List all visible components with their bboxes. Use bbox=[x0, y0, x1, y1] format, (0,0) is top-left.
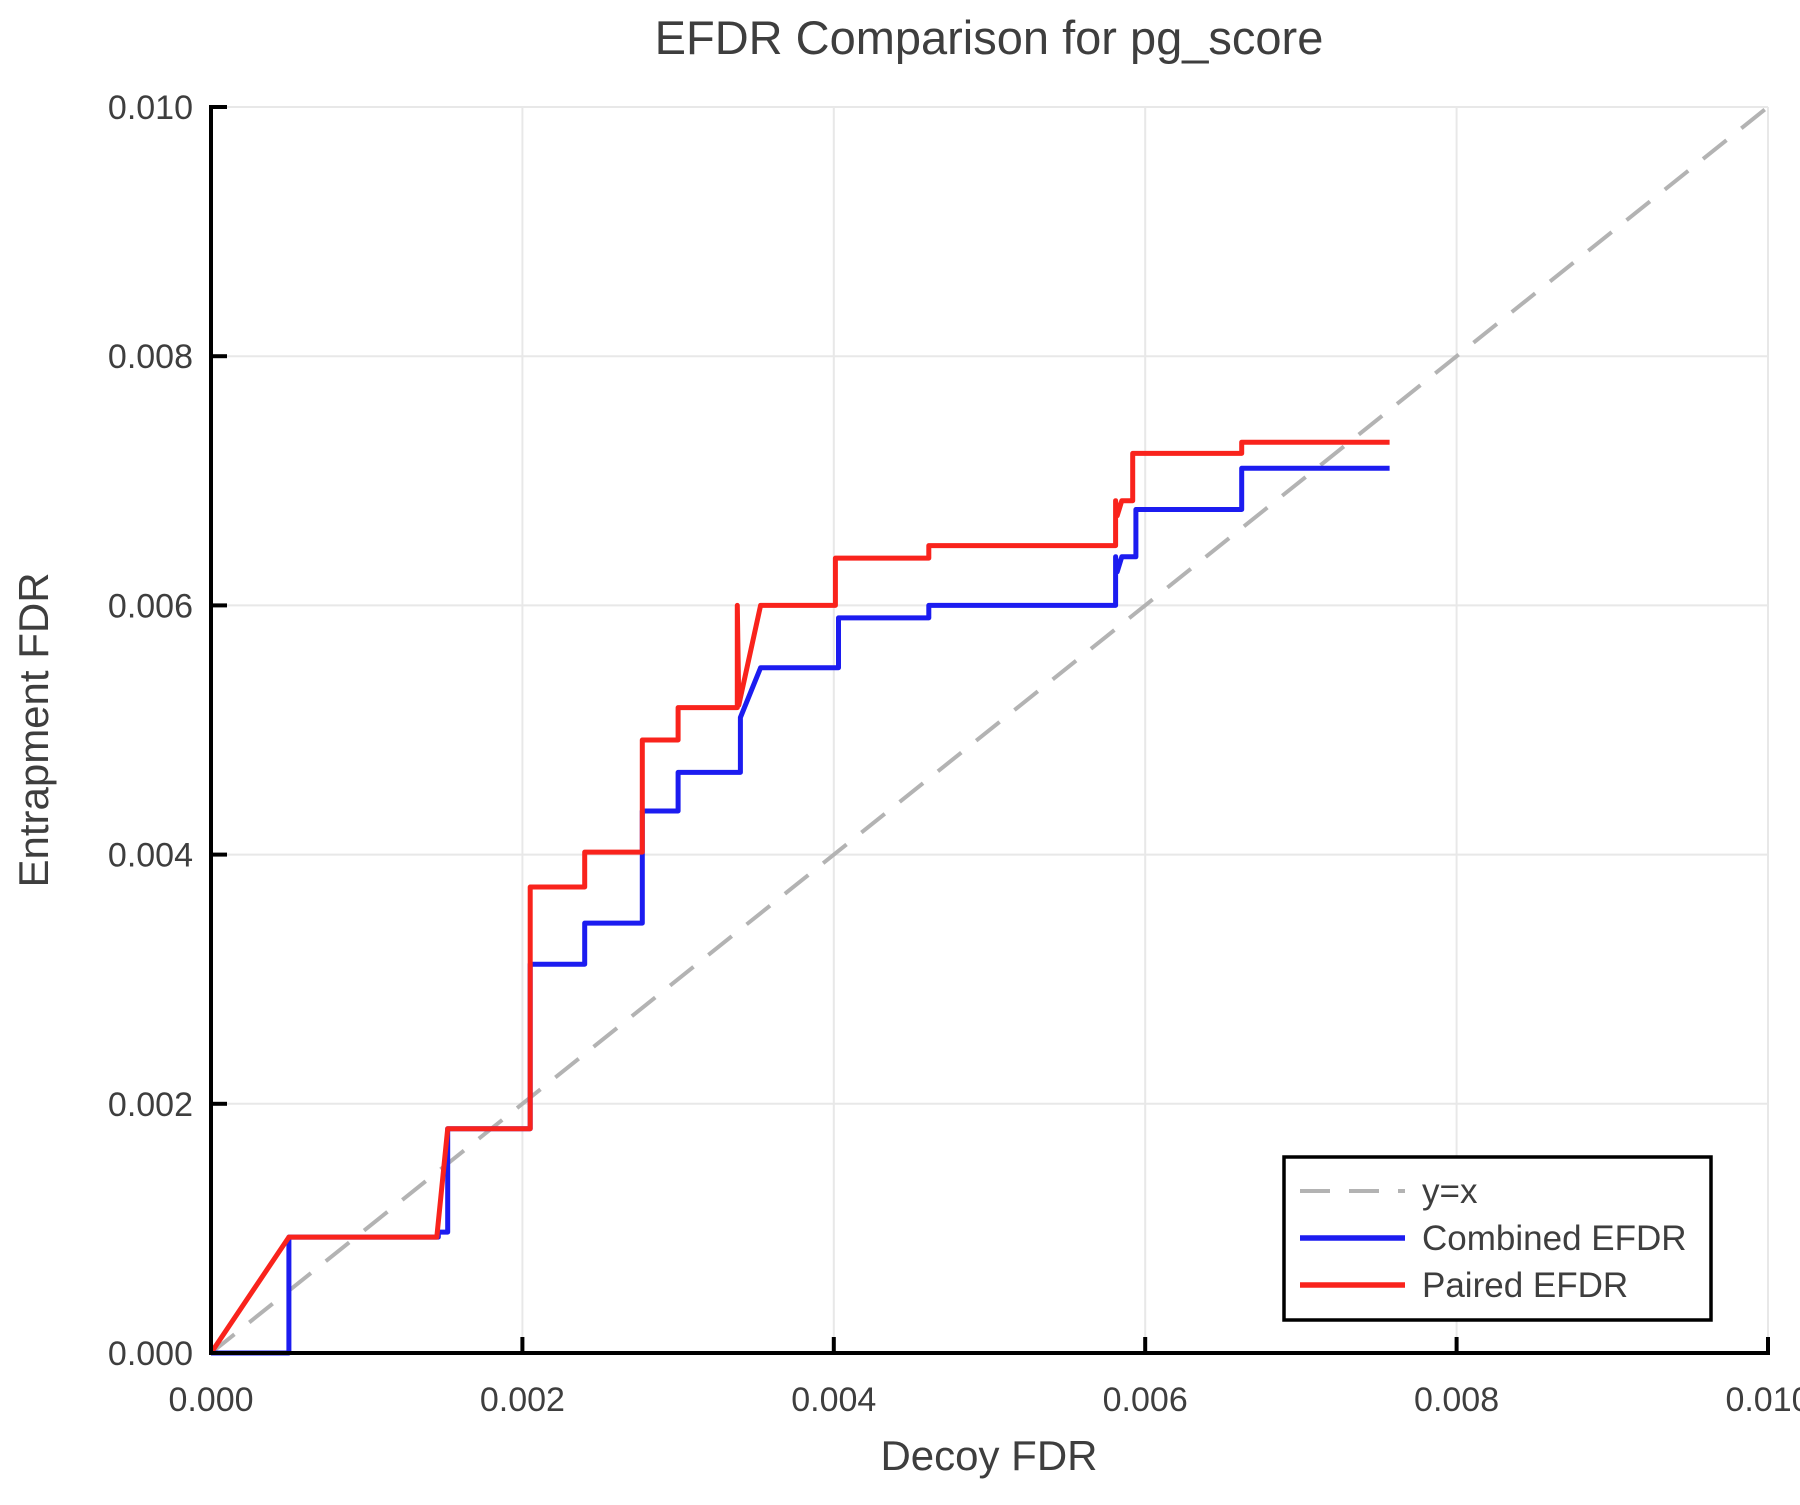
chart-title: EFDR Comparison for pg_score bbox=[655, 11, 1324, 64]
grid-layer bbox=[211, 106, 1769, 1353]
y-tick-label: 0.002 bbox=[108, 1086, 193, 1124]
y-tick-label: 0.004 bbox=[108, 837, 193, 875]
series-combined-line bbox=[211, 465, 1390, 1356]
x-tick-label: 0.000 bbox=[168, 1381, 253, 1419]
x-tick-label: 0.008 bbox=[1414, 1381, 1499, 1419]
x-tick-label: 0.002 bbox=[480, 1381, 565, 1419]
legend: y=x Combined EFDR Paired EFDR bbox=[1282, 1155, 1713, 1322]
series-identity-line bbox=[209, 105, 1770, 1355]
y-tick-label: 0.000 bbox=[108, 1335, 193, 1373]
tick-label-layer: 0.000 0.002 0.004 0.006 0.008 0.010 0.000 0.002… bbox=[108, 89, 1800, 1419]
x-axis-title: Decoy FDR bbox=[880, 1432, 1097, 1479]
x-tick-label: 0.004 bbox=[791, 1381, 876, 1419]
y-tick-label: 0.006 bbox=[108, 587, 193, 625]
x-tick-label: 0.010 bbox=[1725, 1381, 1800, 1419]
legend-label-combined: Combined EFDR bbox=[1422, 1219, 1687, 1258]
y-tick-label: 0.008 bbox=[108, 338, 193, 376]
x-tick-label: 0.006 bbox=[1103, 1381, 1188, 1419]
axes-layer bbox=[209, 105, 1770, 1355]
legend-label-paired: Paired EFDR bbox=[1422, 1266, 1628, 1305]
legend-label-identity: y=x bbox=[1422, 1172, 1478, 1211]
y-tick-label: 0.010 bbox=[108, 89, 193, 127]
y-axis-title: Entrapment FDR bbox=[10, 572, 57, 887]
series-paired-line bbox=[208, 439, 1390, 1355]
series-layer bbox=[208, 105, 1770, 1356]
